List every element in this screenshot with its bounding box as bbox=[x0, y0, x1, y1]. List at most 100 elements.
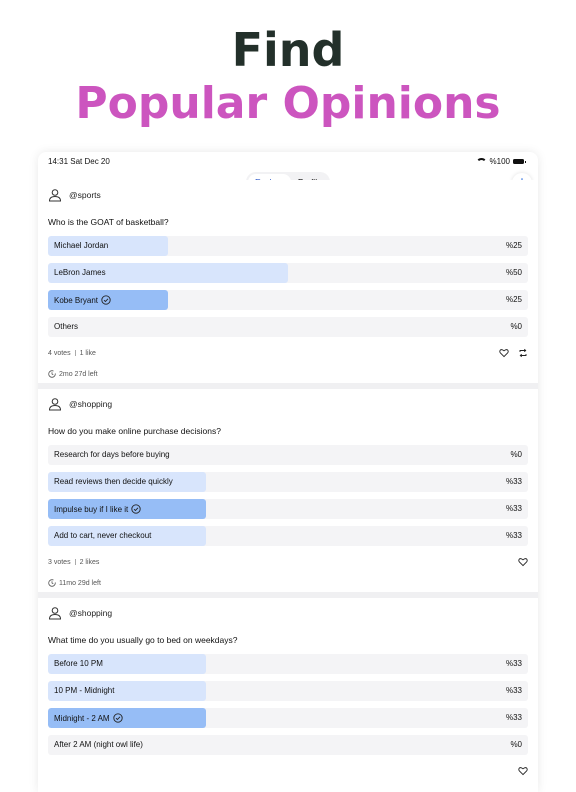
option-percent: %0 bbox=[510, 740, 522, 749]
vote-count: 3 votes bbox=[48, 559, 71, 566]
poll-option[interactable]: Impulse buy if I like it %33 bbox=[48, 499, 528, 519]
user-icon bbox=[48, 398, 62, 411]
option-text: 10 PM - Midnight bbox=[54, 686, 115, 695]
option-text: Read reviews then decide quickly bbox=[54, 477, 173, 486]
option-percent: %33 bbox=[505, 713, 522, 722]
option-result-bar bbox=[48, 290, 168, 310]
option-label: Read reviews then decide quickly bbox=[54, 477, 173, 486]
clock-icon bbox=[48, 370, 56, 378]
wifi-icon bbox=[475, 158, 487, 165]
poll-author[interactable]: @sports bbox=[48, 188, 101, 202]
poll-stats: 3 votes 2 likes bbox=[48, 559, 99, 566]
option-text: After 2 AM (night owl life) bbox=[54, 740, 143, 749]
option-text: Impulse buy if I like it bbox=[54, 504, 129, 514]
check-icon bbox=[131, 504, 141, 514]
option-text: Others bbox=[54, 322, 79, 331]
option-percent: %50 bbox=[505, 268, 522, 277]
option-label: After 2 AM (night owl life) bbox=[54, 740, 143, 749]
like-count: 1 like bbox=[79, 350, 96, 357]
poll-username: @shopping bbox=[69, 399, 113, 409]
like-heart-icon[interactable] bbox=[499, 348, 509, 358]
check-icon bbox=[112, 713, 123, 723]
option-percent: %33 bbox=[505, 659, 522, 668]
option-percent: %33 bbox=[505, 531, 522, 540]
poll-author[interactable]: @shopping bbox=[48, 606, 112, 620]
poll-option[interactable]: Kobe Bryant %25 bbox=[48, 290, 528, 310]
stats-divider bbox=[74, 350, 76, 357]
poll-option[interactable]: Add to cart, never checkout %33 bbox=[48, 526, 528, 546]
option-percent: %0 bbox=[510, 322, 522, 331]
option-text: Before 10 PM bbox=[54, 659, 103, 668]
clock-icon bbox=[48, 579, 56, 587]
stats-divider bbox=[74, 559, 76, 566]
option-label: Add to cart, never checkout bbox=[54, 531, 151, 540]
option-label: Michael Jordan bbox=[54, 241, 108, 250]
poll-card: @shopping What time do you usually go to … bbox=[38, 598, 538, 792]
poll-question: What time do you usually go to bed on we… bbox=[48, 635, 238, 645]
option-percent: %33 bbox=[505, 477, 522, 486]
poll-author[interactable]: @shopping bbox=[48, 397, 112, 411]
status-time: 14:31 Sat Dec 20 bbox=[48, 157, 110, 166]
user-icon bbox=[48, 607, 62, 620]
battery-icon bbox=[513, 159, 526, 164]
user-icon bbox=[48, 189, 62, 202]
repost-icon[interactable] bbox=[518, 348, 528, 358]
time-left-text: 2mo 27d left bbox=[59, 370, 98, 378]
option-label: 10 PM - Midnight bbox=[54, 686, 114, 695]
option-text: Kobe Bryant bbox=[54, 295, 99, 305]
option-result-bar bbox=[48, 654, 206, 674]
status-bar: 14:31 Sat Dec 20 %100 bbox=[38, 152, 538, 172]
poll-time-left: 11mo 29d left bbox=[48, 579, 101, 587]
option-text: Michael Jordan bbox=[54, 241, 109, 250]
option-result-bar bbox=[48, 681, 206, 701]
check-icon bbox=[101, 295, 111, 305]
poll-option[interactable]: Read reviews then decide quickly %33 bbox=[48, 472, 528, 492]
poll-option[interactable]: Before 10 PM %33 bbox=[48, 654, 528, 674]
option-percent: %25 bbox=[505, 241, 522, 250]
poll-option[interactable]: Michael Jordan %25 bbox=[48, 236, 528, 256]
option-label: Kobe Bryant bbox=[54, 295, 111, 305]
option-label: Impulse buy if I like it bbox=[54, 504, 141, 514]
like-count: 2 likes bbox=[79, 559, 100, 566]
poll-username: @shopping bbox=[69, 608, 113, 618]
poll-option[interactable]: 10 PM - Midnight %33 bbox=[48, 681, 528, 701]
option-text: LeBron James bbox=[54, 268, 106, 277]
option-text: Research for days before buying bbox=[54, 450, 170, 459]
option-percent: %33 bbox=[505, 504, 522, 513]
poll-option[interactable]: LeBron James %50 bbox=[48, 263, 528, 283]
poll-username: @sports bbox=[69, 190, 101, 200]
poll-card: @sports Who is the GOAT of basketball? Mic… bbox=[38, 180, 538, 383]
poll-option[interactable]: Midnight - 2 AM %33 bbox=[48, 708, 528, 728]
poll-option[interactable]: After 2 AM (night owl life) %0 bbox=[48, 735, 528, 755]
hero-title-line2: Popular Opinions bbox=[75, 78, 501, 129]
option-text: Add to cart, never checkout bbox=[54, 531, 152, 540]
battery-percent: %100 bbox=[489, 157, 510, 166]
option-label: Others bbox=[54, 322, 78, 331]
option-label: Midnight - 2 AM bbox=[54, 713, 123, 723]
poll-card: @shopping How do you make online purchase… bbox=[38, 389, 538, 592]
option-result-bar bbox=[48, 499, 206, 519]
hero-title-line1: Find bbox=[231, 23, 345, 77]
poll-option[interactable]: Research for days before buying %0 bbox=[48, 445, 528, 465]
option-result-bar bbox=[48, 263, 288, 283]
vote-count: 4 votes bbox=[48, 350, 71, 357]
poll-question: How do you make online purchase decision… bbox=[48, 426, 221, 436]
option-label: LeBron James bbox=[54, 268, 106, 277]
status-indicators: %100 bbox=[475, 157, 526, 166]
option-percent: %25 bbox=[505, 295, 522, 304]
poll-question: Who is the GOAT of basketball? bbox=[48, 217, 169, 227]
device-screen: 14:31 Sat Dec 20 %100 Explore Profile + … bbox=[38, 152, 538, 792]
option-result-bar bbox=[48, 708, 206, 728]
option-text: Midnight - 2 AM bbox=[54, 713, 110, 723]
option-result-bar bbox=[48, 236, 168, 256]
option-percent: %33 bbox=[505, 686, 522, 695]
poll-stats: 4 votes 1 like bbox=[48, 350, 96, 357]
like-heart-icon[interactable] bbox=[518, 557, 528, 567]
option-result-bar bbox=[48, 472, 206, 492]
poll-option[interactable]: Others %0 bbox=[48, 317, 528, 337]
poll-time-left: 2mo 27d left bbox=[48, 370, 98, 378]
option-percent: %0 bbox=[510, 450, 522, 459]
option-label: Before 10 PM bbox=[54, 659, 103, 668]
option-result-bar bbox=[48, 526, 206, 546]
option-label: Research for days before buying bbox=[54, 450, 170, 459]
